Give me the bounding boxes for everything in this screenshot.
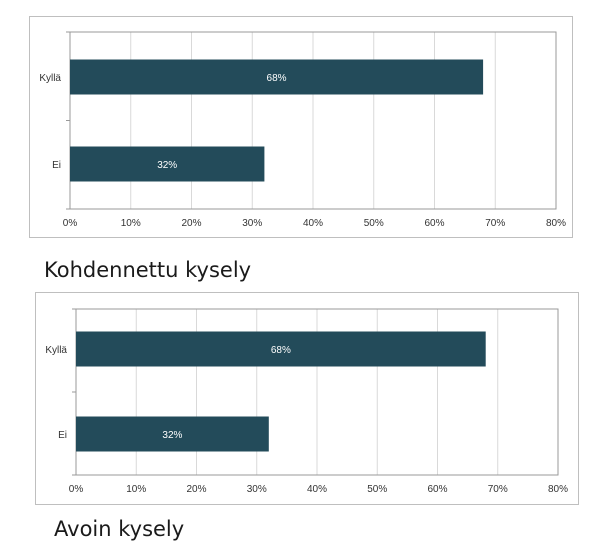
- x-tick-label: 10%: [121, 218, 141, 229]
- chart-caption-open-survey: Avoin kysely: [54, 517, 185, 541]
- chart-targeted-survey: 0% 10% 20% 30% 40% 50% 60% 70% 80% 68% Kyllä 32% Ei: [29, 16, 573, 238]
- data-label: 32%: [157, 160, 177, 171]
- data-label: 68%: [271, 345, 291, 356]
- x-tick-label: 30%: [247, 484, 267, 495]
- x-tick-label: 50%: [364, 218, 384, 229]
- x-tick-label: 20%: [181, 218, 201, 229]
- category-label: Ei: [52, 160, 61, 171]
- category-label: Kyllä: [45, 345, 67, 356]
- bar: [76, 331, 486, 367]
- category-label: Kyllä: [39, 73, 61, 84]
- bar: [70, 59, 484, 95]
- bar: [70, 146, 265, 182]
- category-label: Ei: [58, 430, 67, 441]
- bar-chart-svg: 0% 10% 20% 30% 40% 50% 60% 70% 80% 68% Kyllä 32% Ei: [39, 31, 566, 229]
- bar-chart-svg: 0% 10% 20% 30% 40% 50% 60% 70% 80% 68% Kyllä 32% Ei: [45, 308, 568, 495]
- x-tick-label: 40%: [307, 484, 327, 495]
- x-tick-label: 0%: [69, 484, 84, 495]
- x-tick-label: 20%: [186, 484, 206, 495]
- x-tick-label: 10%: [126, 484, 146, 495]
- x-tick-label: 30%: [242, 218, 262, 229]
- x-tick-label: 80%: [548, 484, 568, 495]
- data-label: 68%: [267, 73, 287, 84]
- data-label: 32%: [162, 430, 182, 441]
- x-tick-label: 50%: [367, 484, 387, 495]
- x-tick-label: 0%: [63, 218, 78, 229]
- x-tick-label: 70%: [485, 218, 505, 229]
- x-tick-label: 60%: [424, 218, 444, 229]
- x-tick-label: 40%: [303, 218, 323, 229]
- chart-open-survey: 0% 10% 20% 30% 40% 50% 60% 70% 80% 68% Kyllä 32% Ei: [35, 292, 579, 505]
- x-tick-label: 80%: [546, 218, 566, 229]
- bar: [76, 416, 269, 452]
- x-tick-label: 60%: [427, 484, 447, 495]
- chart-caption-targeted-survey: Kohdennettu kysely: [44, 258, 252, 282]
- x-tick-label: 70%: [488, 484, 508, 495]
